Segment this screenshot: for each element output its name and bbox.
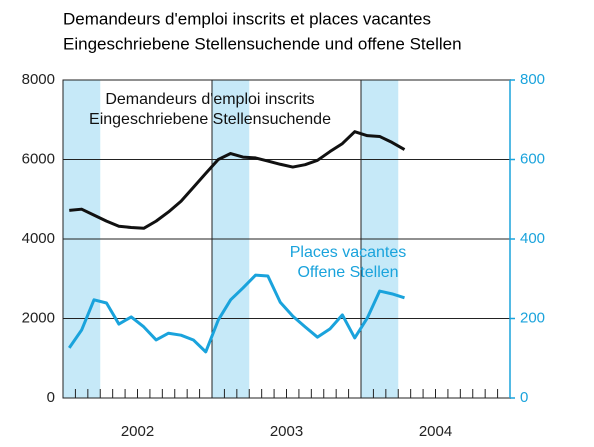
x-tick-label: 2004 [419, 423, 452, 440]
series-annotation: Eingeschriebene Stellensuchende [89, 111, 331, 128]
y-tick-label: 4000 [22, 230, 55, 247]
x-tick-label: 2002 [121, 423, 154, 440]
series-line [68, 273, 405, 354]
y-tick-label: 0 [47, 389, 55, 406]
y2-tick-label: 400 [520, 230, 545, 247]
y2-tick-label: 600 [520, 150, 545, 167]
chart-title: Demandeurs d'emploi inscrits et places v… [63, 9, 431, 28]
y-tick-label: 2000 [22, 309, 55, 326]
y2-tick-label: 800 [520, 71, 545, 88]
y-tick-label: 6000 [22, 150, 55, 167]
series-annotation: Offene Stellen [297, 264, 398, 281]
y2-tick-label: 0 [520, 389, 528, 406]
x-tick-label: 2003 [270, 423, 303, 440]
series-line [69, 130, 406, 230]
y2-tick-label: 200 [520, 309, 545, 326]
y-tick-label: 8000 [22, 71, 55, 88]
series-annotation: Places vacantes [290, 244, 407, 261]
series-annotation: Demandeurs d'emploi inscrits [105, 91, 314, 108]
chart-subtitle: Eingeschriebene Stellensuchende und offe… [63, 34, 462, 53]
